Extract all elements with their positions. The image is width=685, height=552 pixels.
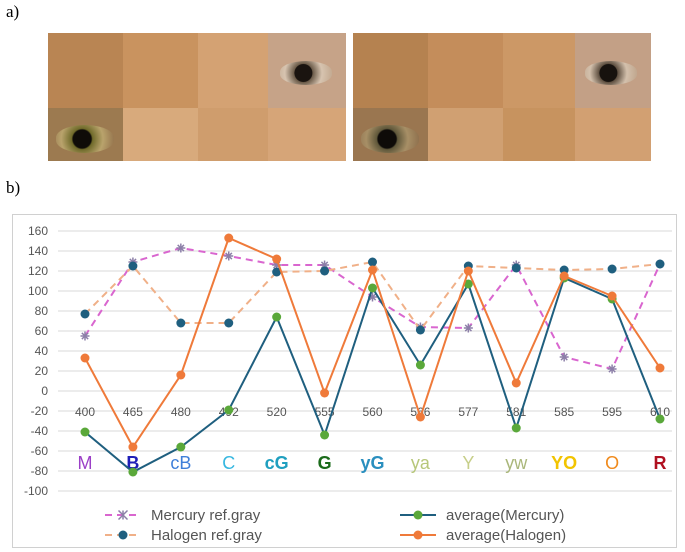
data-point: [607, 264, 617, 274]
data-point: [511, 423, 521, 433]
x-tick-label: 480: [171, 405, 191, 419]
data-point: [415, 325, 425, 335]
data-point: [80, 427, 90, 437]
x-tick-label: 465: [123, 405, 143, 419]
eye-lower-left: [361, 125, 419, 153]
data-point: [224, 318, 234, 328]
data-point: [368, 265, 377, 275]
legend-marker: [413, 510, 423, 520]
chart-frame: [12, 214, 677, 548]
y-tick-label: -80: [31, 464, 49, 478]
y-tick-label: 60: [35, 324, 49, 338]
y-tick-label: -20: [31, 404, 49, 418]
panel-label-b: b): [6, 178, 21, 197]
color-name-label: O: [605, 453, 619, 473]
data-point: [80, 353, 90, 363]
eye-lower-left: [56, 125, 114, 153]
data-point: [80, 309, 90, 319]
data-point: [655, 259, 665, 269]
data-point: [272, 254, 282, 264]
color-name-label: ya: [411, 453, 431, 473]
y-tick-label: 100: [28, 284, 48, 298]
photo-right-halogen: [353, 33, 651, 161]
data-point: [511, 378, 521, 388]
data-point: [655, 414, 665, 424]
y-tick-label: -60: [31, 444, 49, 458]
y-tick-label: 140: [28, 244, 48, 258]
color-name-label: cB: [170, 453, 191, 473]
data-point: [272, 312, 282, 322]
color-name-label: Y: [462, 453, 474, 473]
color-name-label: M: [78, 453, 93, 473]
color-name-label: G: [318, 453, 332, 473]
data-point: [607, 291, 617, 301]
x-tick-label: 577: [458, 405, 478, 419]
y-tick-label: 80: [35, 304, 49, 318]
legend-label: Mercury ref.gray: [151, 507, 261, 524]
color-name-label: cG: [265, 453, 289, 473]
y-tick-label: 20: [35, 364, 49, 378]
y-tick-label: 40: [35, 344, 49, 358]
data-point: [224, 405, 234, 415]
x-tick-label: 560: [362, 405, 382, 419]
data-point: [463, 266, 473, 276]
color-name-label: YO: [551, 453, 577, 473]
x-tick-label: 585: [554, 405, 574, 419]
y-tick-label: -40: [31, 424, 49, 438]
x-tick-label: 520: [267, 405, 287, 419]
data-point: [224, 233, 234, 243]
y-tick-label: 160: [28, 224, 48, 238]
legend-label: average(Mercury): [446, 507, 564, 524]
legend-label: Halogen ref.gray: [151, 527, 262, 544]
color-name-label: C: [222, 453, 235, 473]
legend-label: average(Halogen): [446, 527, 566, 544]
data-point: [415, 360, 425, 370]
data-point: [368, 257, 377, 267]
x-tick-label: 566: [410, 405, 430, 419]
photo-left-mercury: [48, 33, 346, 161]
data-point: [176, 370, 186, 380]
data-point: [655, 363, 665, 373]
data-point: [511, 263, 521, 273]
y-tick-label: 120: [28, 264, 48, 278]
data-point: [128, 442, 138, 452]
data-point: [559, 271, 569, 281]
series-line: [84, 276, 661, 474]
y-tick-label: -100: [24, 484, 48, 498]
color-name-label: R: [654, 453, 667, 473]
legend-marker: [413, 530, 423, 540]
data-point: [320, 430, 330, 440]
panel-label-a: a): [6, 2, 20, 21]
data-point: [176, 318, 186, 328]
data-point: [463, 279, 473, 289]
x-tick-label: 595: [602, 405, 622, 419]
legend-marker: [118, 530, 128, 540]
data-point: [176, 442, 186, 452]
eye-upper-right: [585, 61, 637, 85]
eye-upper-right: [280, 61, 332, 85]
data-point: [368, 283, 377, 293]
data-point: [272, 267, 282, 277]
color-name-label: yw: [505, 453, 528, 473]
data-point: [320, 388, 330, 398]
data-point: [128, 467, 138, 477]
data-point: [415, 412, 425, 422]
color-name-label: yG: [360, 453, 384, 473]
data-point: [320, 266, 330, 276]
x-tick-label: 400: [75, 405, 95, 419]
x-tick-label: 555: [315, 405, 335, 419]
data-point: [128, 261, 138, 271]
y-tick-label: 0: [41, 384, 48, 398]
